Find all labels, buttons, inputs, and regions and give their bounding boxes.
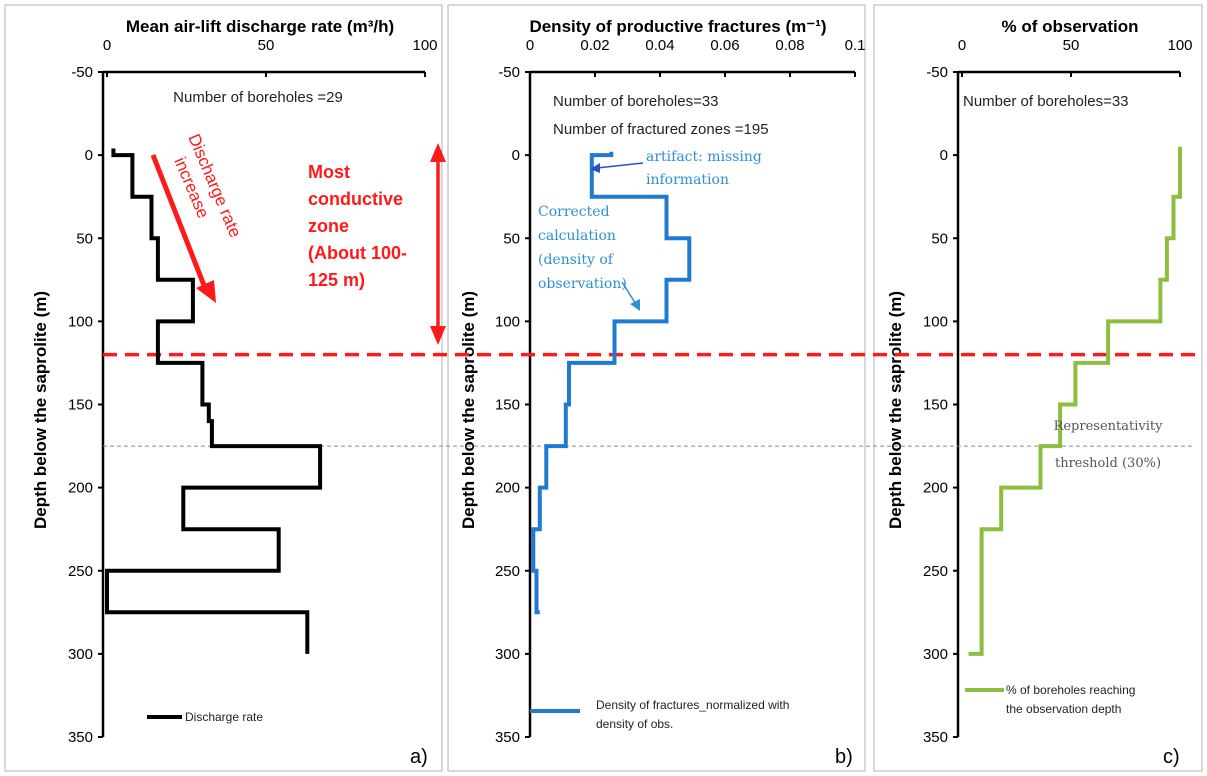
- panel-b-xtick-label: 0.1: [845, 37, 866, 54]
- panel-b-ytick-label: 350: [495, 729, 520, 746]
- zone-label-line4: (About 100-: [308, 243, 407, 263]
- panel-a-frame: [4, 4, 443, 772]
- panel-a-ytick-label: 0: [85, 147, 93, 164]
- panel-b-zone-count: Number of fractured zones =195: [553, 121, 769, 138]
- panel-c-ytick-label: 50: [931, 230, 948, 247]
- panel-a-title: Mean air-lift discharge rate (m³/h): [126, 17, 394, 36]
- fracture-density-line: [531, 151, 692, 615]
- panel-c-ytick-label: 150: [923, 397, 948, 414]
- panel-c-frame: [873, 4, 1203, 772]
- panel-a-ytick-label: 150: [68, 397, 93, 414]
- panel-b-ytick-label: 300: [495, 646, 520, 663]
- panel-a-axes: -50 0 50 100 150 200 250 300 350 0 50 100: [68, 37, 438, 746]
- panel-a-xtick-label: 0: [103, 37, 111, 54]
- panel-a-xtick-label: 50: [258, 37, 275, 54]
- corrected-note-line4: observation): [538, 276, 627, 292]
- panel-a-label: a): [410, 746, 428, 768]
- panel-a-ytick-label: 250: [68, 563, 93, 580]
- panel-b-ytick-label: 100: [495, 313, 520, 330]
- discharge-rate-line: [105, 148, 323, 654]
- panel-c-axes: -50 0 50 100 150 200 250 300 350 0 50 100: [923, 37, 1193, 746]
- panel-c-ylabel: Depth below the saprolite (m): [886, 291, 905, 529]
- zone-label-line3: zone: [308, 216, 349, 236]
- panel-c-legend-line2: the observation depth: [1006, 702, 1121, 716]
- panel-c-xtick-label: 0: [958, 37, 966, 54]
- panel-a-xtick-label: 100: [412, 37, 437, 54]
- zone-label-line5: 125 m): [308, 270, 365, 290]
- zone-label-line1: Most: [308, 162, 350, 182]
- panel-a-ytick-label: 100: [68, 313, 93, 330]
- panel-b-ytick-label: -50: [498, 64, 520, 81]
- panel-b-axes: -50 0 50 100 150 200 250 300 350 0 0.02 0.04 0.06 0.0…: [495, 37, 865, 746]
- panel-c-legend-line1: % of boreholes reaching: [1006, 683, 1135, 697]
- threshold-note-line1: Representativity: [1054, 419, 1164, 434]
- panel-a-ytick-label: 50: [76, 230, 93, 247]
- panel-c-ytick-label: 100: [923, 313, 948, 330]
- panel-c-ytick-label: 0: [940, 147, 948, 164]
- artifact-arrowhead: [590, 163, 600, 173]
- panel-b-frame: [447, 4, 866, 772]
- corrected-arrowhead: [630, 299, 640, 311]
- observation-percent-line: [968, 146, 1182, 656]
- panel-b-title: Density of productive fractures (m⁻¹): [529, 17, 826, 36]
- panel-c-ytick-label: 300: [923, 646, 948, 663]
- panel-c-title: % of observation: [1002, 17, 1139, 36]
- corrected-note-line1: Corrected: [538, 204, 610, 220]
- panel-c-xtick-label: 100: [1167, 37, 1192, 54]
- corrected-arrow: [621, 281, 637, 305]
- panel-b-ytick-label: 50: [503, 230, 520, 247]
- discharge-increase-arrowhead: [196, 280, 216, 303]
- artifact-arrow: [596, 162, 644, 169]
- panel-b-legend-line2: density of obs.: [596, 717, 673, 731]
- panel-b-xtick-label: 0.02: [580, 37, 609, 54]
- panel-c-ytick-label: -50: [926, 64, 948, 81]
- panel-b-xtick-label: 0.08: [775, 37, 804, 54]
- panel-c-label: c): [1163, 746, 1180, 768]
- corrected-note-line3: (density of: [538, 252, 615, 268]
- panel-a-ytick-label: 350: [68, 729, 93, 746]
- threshold-note-line2: threshold (30%): [1055, 456, 1161, 471]
- zone-arrow-top: [430, 143, 446, 162]
- artifact-note-line1: artifact: missing: [646, 149, 762, 165]
- corrected-note-line2: calculation: [538, 228, 616, 244]
- panel-b-ytick-label: 150: [495, 397, 520, 414]
- zone-arrow-bottom: [430, 326, 446, 345]
- discharge-increase-arrow: [150, 154, 208, 289]
- panel-c-ytick-label: 250: [923, 563, 948, 580]
- panel-a-ylabel: Depth below the saprolite (m): [31, 291, 50, 529]
- panel-b-ytick-label: 0: [512, 147, 520, 164]
- panel-c-ytick-label: 350: [923, 729, 948, 746]
- panel-a-ytick-label: 200: [68, 480, 93, 497]
- panel-a-borehole-count: Number of boreholes =29: [173, 89, 343, 106]
- panel-a-ytick-label: 300: [68, 646, 93, 663]
- panel-c-borehole-count: Number of boreholes=33: [963, 93, 1129, 110]
- artifact-note-line2: information: [646, 172, 729, 188]
- panel-c-xtick-label: 50: [1063, 37, 1080, 54]
- discharge-increase-label: Discharge rate increase: [170, 131, 245, 240]
- panel-b-ylabel: Depth below the saprolite (m): [459, 291, 478, 529]
- panel-b-legend-line1: Density of fractures_normalized with: [596, 698, 789, 712]
- panel-b-borehole-count: Number of boreholes=33: [553, 93, 719, 110]
- panel-b-ytick-label: 200: [495, 480, 520, 497]
- panel-c-ytick-label: 200: [923, 480, 948, 497]
- panel-b-xtick-label: 0: [526, 37, 534, 54]
- panel-a-legend-label: Discharge rate: [185, 710, 263, 724]
- panel-a-ytick-label: -50: [71, 64, 93, 81]
- panel-b-xtick-label: 0.04: [645, 37, 674, 54]
- panel-b-ytick-label: 250: [495, 563, 520, 580]
- panel-b-label: b): [835, 746, 853, 768]
- panel-b-xtick-label: 0.06: [710, 37, 739, 54]
- zone-label-line2: conductive: [308, 189, 403, 209]
